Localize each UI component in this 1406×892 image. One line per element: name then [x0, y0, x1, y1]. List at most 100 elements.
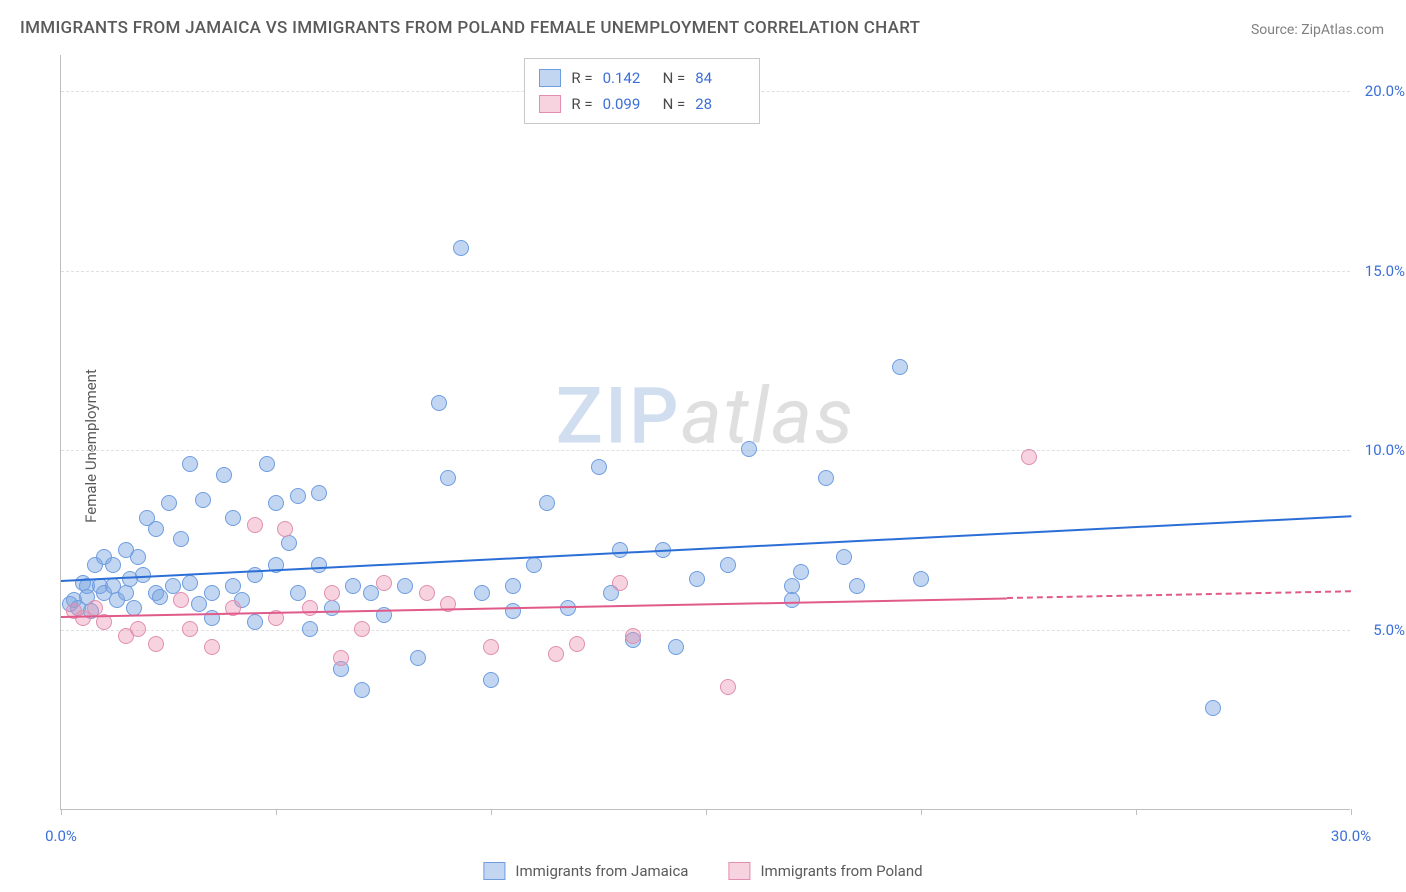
data-point	[410, 650, 426, 666]
legend-n-label: N =	[663, 95, 686, 113]
data-point	[324, 600, 340, 616]
data-point	[182, 456, 198, 472]
data-point	[247, 517, 263, 533]
data-point	[173, 592, 189, 608]
data-point	[849, 578, 865, 594]
data-point	[247, 614, 263, 630]
gridline	[61, 630, 1350, 631]
data-point	[539, 495, 555, 511]
data-point	[818, 470, 834, 486]
data-point	[173, 531, 189, 547]
x-tick	[491, 809, 492, 815]
data-point	[105, 557, 121, 573]
y-tick-label: 20.0%	[1365, 82, 1405, 100]
data-point	[591, 459, 607, 475]
data-point	[333, 650, 349, 666]
bottom-legend: Immigrants from Jamaica Immigrants from P…	[483, 862, 922, 880]
data-point	[191, 596, 207, 612]
y-tick-label: 10.0%	[1365, 441, 1405, 459]
source-label: Source: ZipAtlas.com	[1251, 22, 1384, 38]
data-point	[668, 639, 684, 655]
data-point	[182, 621, 198, 637]
data-point	[354, 621, 370, 637]
x-tick	[276, 809, 277, 815]
data-point	[548, 646, 564, 662]
data-point	[302, 621, 318, 637]
y-tick-label: 15.0%	[1365, 262, 1405, 280]
legend-r-value: 0.099	[603, 95, 653, 113]
data-point	[474, 585, 490, 601]
legend-row: R =0.142N =84	[539, 65, 745, 91]
data-point	[741, 441, 757, 457]
data-point	[419, 585, 435, 601]
data-point	[836, 549, 852, 565]
data-point	[720, 557, 736, 573]
data-point	[87, 600, 103, 616]
legend-r-label: R =	[571, 95, 592, 113]
data-point	[216, 467, 232, 483]
legend-swatch	[539, 69, 561, 87]
x-tick	[1351, 809, 1352, 815]
data-point	[363, 585, 379, 601]
gridline	[61, 271, 1350, 272]
data-point	[892, 359, 908, 375]
data-point	[913, 571, 929, 587]
legend-r-label: R =	[571, 69, 592, 87]
data-point	[793, 564, 809, 580]
data-point	[148, 521, 164, 537]
legend-n-label: N =	[663, 69, 686, 87]
data-point	[259, 456, 275, 472]
data-point	[345, 578, 361, 594]
data-point	[165, 578, 181, 594]
data-point	[612, 542, 628, 558]
series-legend-item: Immigrants from Poland	[728, 862, 922, 880]
chart-title: IMMIGRANTS FROM JAMAICA VS IMMIGRANTS FR…	[20, 18, 920, 38]
data-point	[302, 600, 318, 616]
legend-r-value: 0.142	[603, 69, 653, 87]
data-point	[505, 578, 521, 594]
y-tick-label: 5.0%	[1373, 621, 1405, 639]
data-point	[75, 610, 91, 626]
legend-n-value: 28	[695, 95, 745, 113]
data-point	[148, 636, 164, 652]
x-tick	[1136, 809, 1137, 815]
data-point	[1021, 449, 1037, 465]
x-tick	[706, 809, 707, 815]
chart-container: IMMIGRANTS FROM JAMAICA VS IMMIGRANTS FR…	[0, 0, 1406, 892]
data-point	[130, 621, 146, 637]
data-point	[612, 575, 628, 591]
gridline	[61, 450, 1350, 451]
data-point	[311, 557, 327, 573]
watermark-atlas: atlas	[681, 371, 856, 462]
series-name: Immigrants from Jamaica	[515, 862, 688, 880]
data-point	[784, 592, 800, 608]
data-point	[324, 585, 340, 601]
data-point	[431, 395, 447, 411]
x-tick-label: 30.0%	[1331, 827, 1371, 845]
plot-area: ZIPatlas 5.0%10.0%15.0%20.0%0.0%30.0%	[60, 55, 1350, 810]
data-point	[225, 510, 241, 526]
data-point	[130, 549, 146, 565]
data-point	[483, 672, 499, 688]
data-point	[225, 578, 241, 594]
data-point	[268, 495, 284, 511]
data-point	[483, 639, 499, 655]
data-point	[277, 521, 293, 537]
data-point	[152, 589, 168, 605]
data-point	[625, 628, 641, 644]
legend-row: R = 0.099 N = 28	[539, 91, 745, 117]
data-point	[204, 585, 220, 601]
data-point	[505, 603, 521, 619]
data-point	[526, 557, 542, 573]
data-point	[440, 470, 456, 486]
data-point	[354, 682, 370, 698]
data-point	[195, 492, 211, 508]
correlation-legend: R =0.142N =84R =0.099N =28	[524, 58, 760, 124]
data-point	[1205, 700, 1221, 716]
data-point	[720, 679, 736, 695]
series-legend-item: Immigrants from Jamaica	[483, 862, 688, 880]
data-point	[118, 585, 134, 601]
data-point	[290, 585, 306, 601]
watermark: ZIPatlas	[556, 371, 855, 462]
data-point	[376, 575, 392, 591]
